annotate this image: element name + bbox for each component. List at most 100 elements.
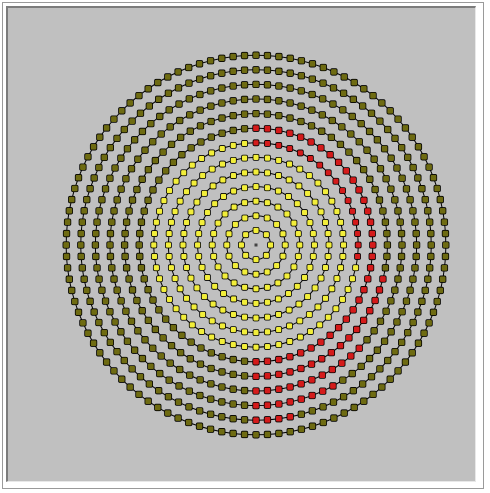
ring-13-marker [441, 229, 450, 238]
ring-10-marker [396, 264, 404, 272]
ring-12-marker [359, 380, 367, 388]
ring-10-marker [176, 365, 184, 374]
ring-13-marker [441, 252, 450, 261]
ring-12-marker [80, 207, 88, 215]
ring-4-marker [220, 193, 227, 200]
ring-11-marker [101, 185, 110, 193]
ring-6-marker [322, 294, 329, 302]
ring-13-marker [439, 207, 447, 215]
ring-9-marker [286, 368, 294, 376]
ring-10-marker [141, 336, 149, 344]
ring-12-marker [426, 218, 434, 226]
ring-6-marker [241, 154, 248, 162]
ring-10-marker [328, 365, 336, 374]
ring-13-marker [360, 85, 368, 93]
ring-11-marker [207, 395, 215, 403]
ring-12-marker [263, 66, 272, 74]
ring-5-marker [193, 198, 201, 206]
ring-9-marker [381, 218, 390, 226]
ring-11-marker [393, 318, 401, 326]
dots-layer [62, 51, 450, 439]
ring-7-marker [172, 177, 180, 185]
ring-10-marker [166, 123, 174, 131]
ring-10-marker [106, 241, 114, 249]
ring-8-marker [297, 133, 305, 141]
ring-2-marker [252, 270, 260, 278]
ring-7-marker [151, 253, 158, 260]
ring-6-marker [190, 303, 198, 311]
ring-12-marker [308, 407, 316, 415]
ring-11-marker [98, 196, 106, 204]
ring-10-marker [297, 380, 305, 388]
ring-7-marker [344, 285, 352, 293]
ring-4-marker [198, 219, 206, 227]
ring-13-marker [420, 329, 428, 337]
ring-13-marker [96, 133, 104, 141]
ring-10-marker [397, 229, 406, 238]
ring-4-marker [263, 298, 271, 306]
ring-12-marker [367, 373, 376, 381]
ring-4-marker [204, 209, 211, 216]
ring-10-marker [398, 241, 406, 249]
ring-10-marker [318, 111, 326, 119]
ring-9-marker [345, 148, 353, 156]
ring-10-marker [286, 383, 294, 391]
ring-6-marker [176, 197, 184, 205]
ring-12-marker [206, 410, 215, 418]
ring-13-marker [96, 349, 104, 357]
ring-3-marker [296, 241, 304, 249]
ring-3-marker [294, 230, 302, 238]
ring-11-marker [406, 196, 414, 204]
ring-6-marker [183, 294, 190, 302]
ring-9-marker [327, 133, 336, 142]
ring-5-marker [285, 306, 293, 314]
ring-5-marker [209, 182, 217, 190]
ring-7-marker [160, 285, 168, 293]
ring-6-marker [286, 160, 293, 168]
ring-6-marker [305, 172, 313, 179]
ring-8-marker [155, 306, 163, 314]
ring-13-marker [71, 297, 79, 306]
ring-7-marker [166, 187, 173, 195]
ring-13-marker [401, 358, 410, 366]
ring-12-marker [83, 195, 91, 204]
ring-11-marker [175, 100, 183, 108]
ring-13-marker [126, 383, 134, 391]
ring-7-marker [218, 338, 226, 345]
ring-10-marker [376, 165, 385, 173]
ring-11-marker [101, 297, 110, 305]
ring-9-marker [151, 325, 159, 334]
ring-9-marker [252, 109, 260, 118]
ring-7-marker [344, 197, 352, 205]
ring-9-marker [207, 364, 215, 373]
ring-8-marker [144, 286, 152, 294]
ring-10-marker [397, 252, 406, 261]
ring-2-marker [252, 212, 260, 220]
ring-7-marker [352, 218, 360, 226]
ring-3-marker [294, 252, 302, 260]
ring-12-marker [106, 144, 114, 152]
ring-5-marker [285, 176, 293, 184]
ring-10-marker [157, 352, 165, 360]
ring-4-marker [211, 282, 219, 290]
ring-12-marker [77, 241, 85, 249]
ring-7-marker [296, 149, 304, 157]
ring-7-marker [354, 230, 361, 237]
ring-13-marker [102, 124, 111, 132]
ring-10-marker [263, 386, 272, 395]
ring-9-marker [167, 342, 176, 350]
ring-7-marker [151, 230, 158, 237]
ring-13-marker [436, 286, 444, 295]
ring-12-marker [339, 89, 348, 97]
ring-12-marker [120, 125, 128, 134]
ring-12-marker [95, 163, 103, 172]
ring-8-marker [342, 315, 350, 323]
ring-5-marker [325, 241, 333, 249]
ring-9-marker [263, 110, 272, 118]
ring-7-marker [324, 169, 332, 177]
ring-13-marker [350, 78, 358, 87]
ring-2-marker [241, 214, 249, 222]
ring-10-marker [252, 387, 260, 395]
ring-12-marker [359, 102, 367, 110]
